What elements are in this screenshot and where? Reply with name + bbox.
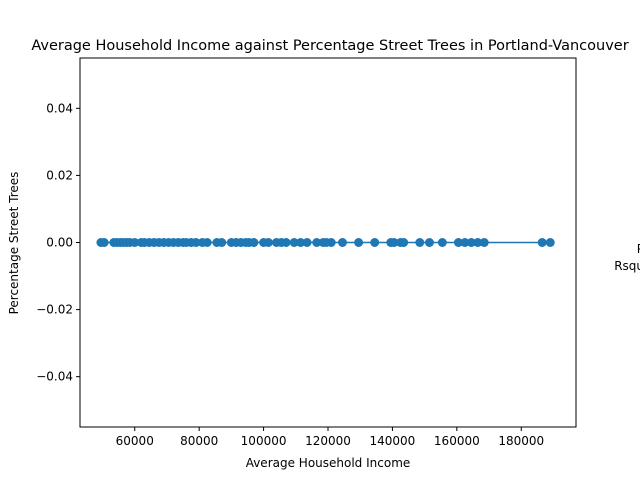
data-point bbox=[415, 238, 425, 247]
data-point bbox=[249, 238, 259, 247]
data-point bbox=[99, 238, 109, 247]
x-tick-label: 100000 bbox=[241, 434, 287, 448]
data-point bbox=[370, 238, 380, 247]
x-tick-label: 80000 bbox=[180, 434, 218, 448]
x-tick-label: 160000 bbox=[434, 434, 480, 448]
data-point bbox=[473, 238, 483, 247]
y-axis: −0.04 −0.02 0.00 0.02 0.04 bbox=[36, 101, 80, 384]
data-point bbox=[466, 238, 476, 247]
x-tick-label: 140000 bbox=[370, 434, 416, 448]
y-tick-label: 0.02 bbox=[46, 168, 73, 182]
y-tick-label: 0.00 bbox=[46, 236, 73, 250]
data-point bbox=[545, 238, 555, 247]
y-axis-label: Percentage Street Trees bbox=[7, 172, 21, 315]
x-axis-label: Average Household Income bbox=[246, 456, 411, 470]
data-point bbox=[437, 238, 447, 247]
data-point bbox=[399, 238, 409, 247]
x-tick-label: 120000 bbox=[305, 434, 351, 448]
data-point bbox=[263, 238, 273, 247]
data-point bbox=[302, 238, 312, 247]
x-tick-label: 180000 bbox=[498, 434, 544, 448]
data-point bbox=[479, 238, 489, 247]
data-point bbox=[191, 238, 201, 247]
data-point bbox=[537, 238, 547, 247]
x-tick-label: 60000 bbox=[116, 434, 154, 448]
chart-title: Average Household Income against Percent… bbox=[31, 38, 628, 54]
data-point bbox=[130, 238, 140, 247]
data-point bbox=[326, 238, 336, 247]
data-point bbox=[312, 238, 322, 247]
data-point bbox=[354, 238, 364, 247]
side-annotation-line-1: P bbox=[637, 242, 640, 256]
side-annotation-line-2: Rsqu bbox=[614, 259, 640, 273]
data-point bbox=[289, 238, 299, 247]
data-point bbox=[337, 238, 347, 247]
x-axis: 60000 80000 100000 120000 140000 160000 180000 bbox=[116, 427, 544, 448]
data-points bbox=[96, 238, 555, 247]
data-point bbox=[202, 238, 212, 247]
data-point bbox=[453, 238, 463, 247]
data-point bbox=[460, 238, 470, 247]
y-tick-label: −0.02 bbox=[36, 303, 73, 317]
data-point bbox=[424, 238, 434, 247]
data-point bbox=[296, 238, 306, 247]
data-point bbox=[281, 238, 291, 247]
data-point bbox=[217, 238, 227, 247]
y-tick-label: 0.04 bbox=[46, 101, 73, 115]
y-tick-label: −0.04 bbox=[36, 370, 73, 384]
data-point bbox=[389, 238, 399, 247]
